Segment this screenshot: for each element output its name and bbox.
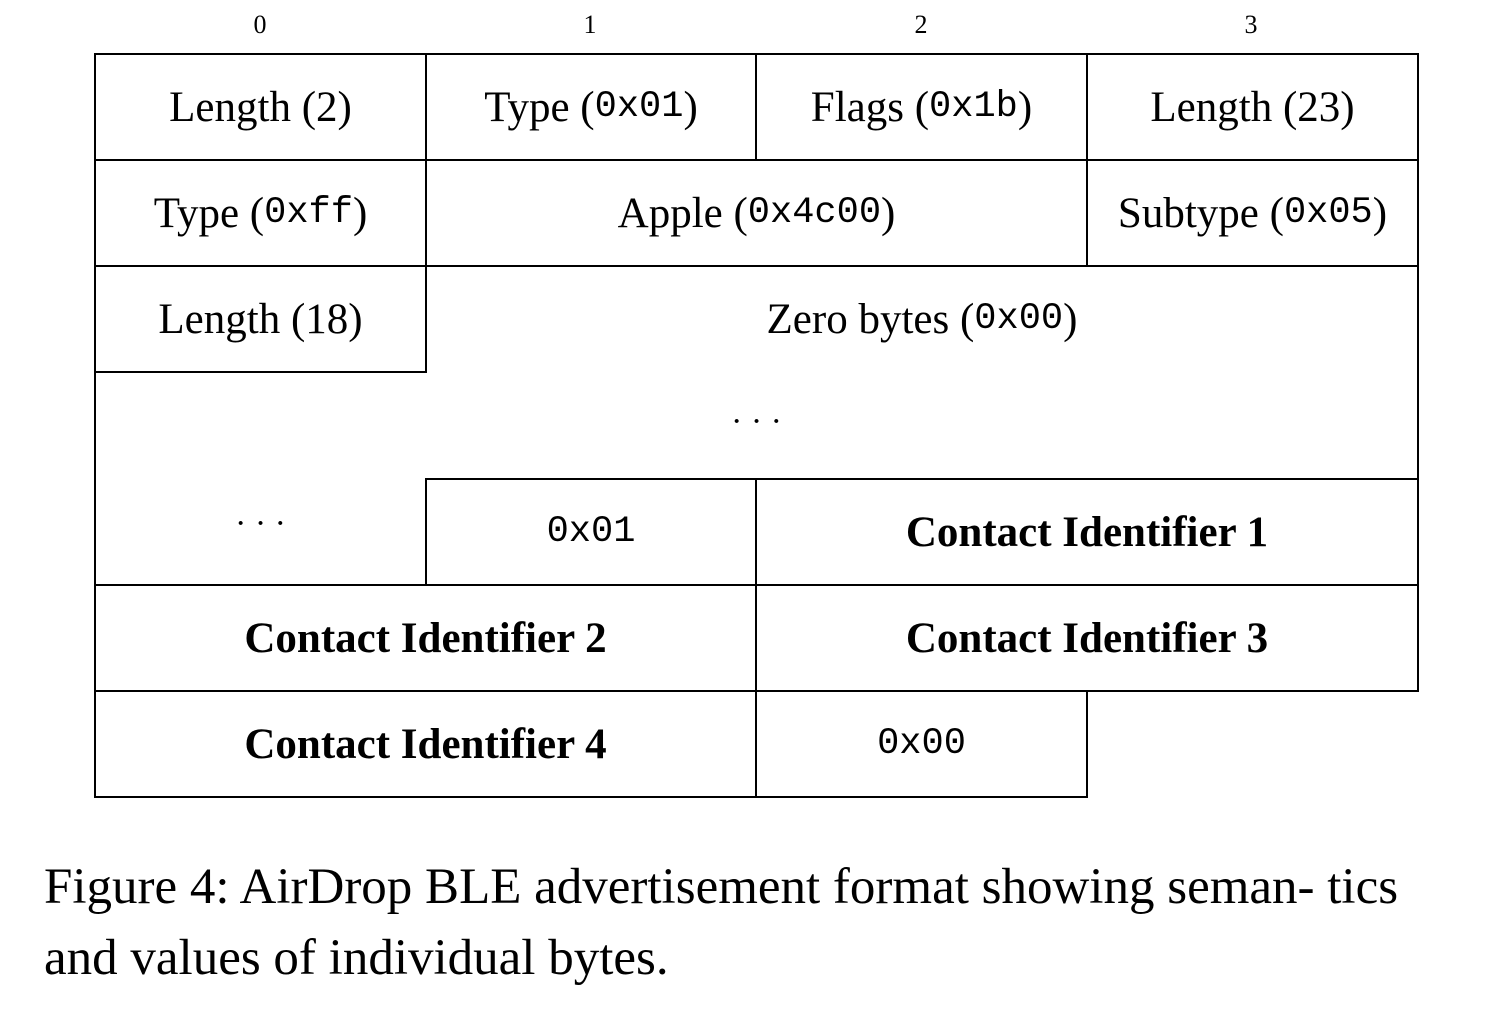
field-label-close: ) [683, 83, 698, 131]
field-code: 0x01 [546, 511, 636, 553]
ellipsis: · · · [235, 505, 286, 542]
field-code: 0x00 [974, 298, 1064, 340]
field-code: 0x00 [877, 723, 966, 765]
grid-line [425, 53, 427, 373]
field-label: Length (23) [1150, 83, 1355, 131]
field-label: Type ( [153, 189, 265, 237]
column-number-1: 1 [583, 10, 597, 39]
field-contact-identifier-4: Contact Identifier 4 [96, 692, 755, 796]
column-number-3: 3 [1244, 10, 1258, 39]
field-length-18: Length (18) [96, 267, 425, 371]
field-byte-00: 0x00 [757, 692, 1086, 796]
field-ellipsis-continuation: · · · [96, 373, 1417, 478]
field-ellipsis-end: · · · [96, 480, 425, 584]
field-label: Subtype ( [1117, 189, 1284, 237]
field-code: 0x01 [594, 86, 684, 128]
field-label: Apple ( [617, 189, 748, 237]
field-label: Contact Identifier 4 [244, 720, 607, 768]
grid-line [1417, 53, 1419, 692]
field-contact-identifier-2: Contact Identifier 2 [96, 586, 755, 690]
figure-caption: Figure 4: AirDrop BLE advertisement form… [44, 859, 1399, 986]
column-number-2: 2 [914, 10, 928, 39]
grid-line [755, 53, 757, 161]
field-code: 0x1b [929, 86, 1018, 128]
field-flags-1b: Flags (0x1b) [757, 55, 1086, 159]
field-type-01: Type (0x01) [427, 55, 755, 159]
field-apple: Apple (0x4c00) [427, 161, 1086, 265]
field-length-2: Length (2) [96, 55, 425, 159]
ellipsis: · · · [731, 402, 782, 440]
grid-line [1086, 690, 1088, 798]
field-label: Flags ( [810, 83, 930, 131]
field-type-ff: Type (0xff) [96, 161, 425, 265]
field-label: Type ( [484, 83, 595, 131]
column-number-0: 0 [253, 10, 267, 39]
field-label: Zero bytes ( [766, 295, 975, 343]
field-subtype: Subtype (0x05) [1088, 161, 1417, 265]
field-label-close: ) [352, 189, 368, 237]
field-label: Length (2) [169, 83, 352, 131]
grid-line [94, 53, 96, 798]
grid-line [94, 371, 427, 373]
grid-line [425, 478, 427, 586]
grid-line [425, 478, 1419, 480]
field-label-close: ) [1372, 189, 1388, 237]
field-label: Contact Identifier 1 [905, 508, 1269, 556]
field-label-close: ) [1063, 295, 1078, 343]
field-label-close: ) [881, 189, 896, 237]
grid-line [755, 478, 757, 798]
field-zero-bytes: Zero bytes (0x00) [427, 267, 1417, 371]
field-byte-01: 0x01 [427, 480, 755, 584]
field-contact-identifier-1: Contact Identifier 1 [757, 480, 1417, 584]
field-code: 0xff [264, 192, 353, 234]
field-code: 0x4c00 [747, 192, 882, 234]
grid-line [1086, 53, 1088, 267]
field-label-close: ) [1017, 83, 1033, 131]
field-contact-identifier-3: Contact Identifier 3 [757, 586, 1417, 690]
field-label: Contact Identifier 3 [905, 614, 1269, 662]
field-label: Length (18) [158, 295, 363, 343]
grid-line [94, 265, 1419, 267]
grid-line [94, 796, 1088, 798]
field-length-23: Length (23) [1088, 55, 1417, 159]
field-code: 0x05 [1283, 192, 1373, 234]
field-label: Contact Identifier 2 [244, 614, 607, 662]
